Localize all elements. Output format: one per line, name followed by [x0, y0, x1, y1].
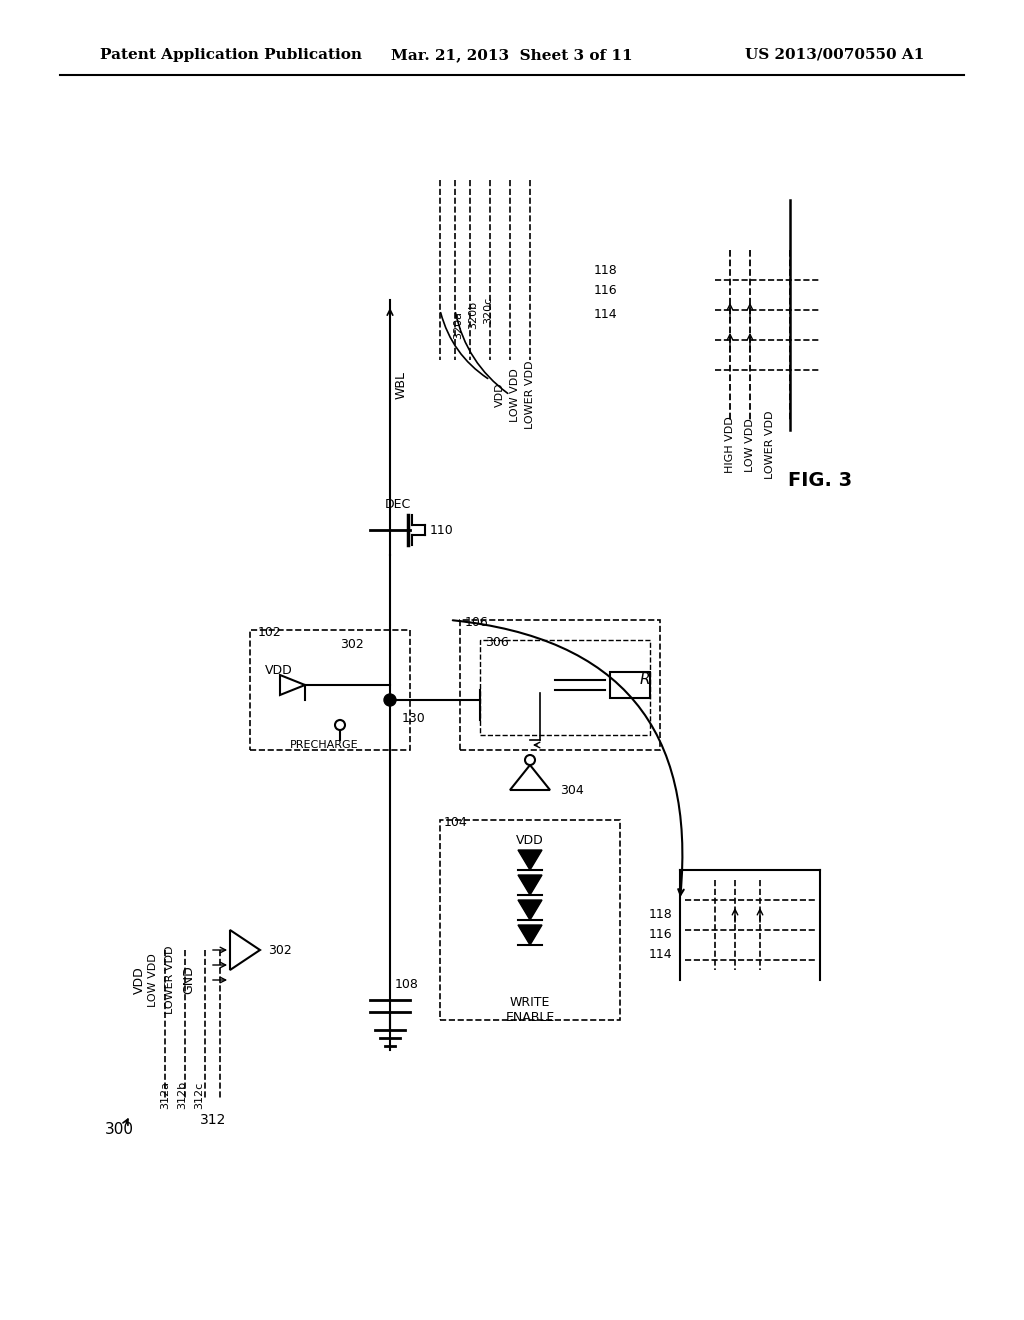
Polygon shape [518, 875, 542, 895]
Text: 102: 102 [258, 627, 282, 639]
Text: LOW VDD: LOW VDD [510, 368, 520, 422]
Text: 118: 118 [593, 264, 617, 276]
Polygon shape [518, 850, 542, 870]
Text: 110: 110 [430, 524, 454, 536]
Bar [610, 672, 650, 698]
Text: VDD: VDD [495, 383, 505, 408]
Polygon shape [518, 925, 542, 945]
Text: 106: 106 [465, 616, 488, 630]
Text: 104: 104 [444, 817, 468, 829]
Text: R: R [640, 672, 650, 688]
Text: WBL: WBL [395, 371, 408, 399]
Text: 300: 300 [105, 1122, 134, 1138]
Text: Patent Application Publication: Patent Application Publication [100, 48, 362, 62]
Text: Mar. 21, 2013  Sheet 3 of 11: Mar. 21, 2013 Sheet 3 of 11 [391, 48, 633, 62]
Text: LOW VDD: LOW VDD [148, 953, 158, 1007]
Text: DEC: DEC [385, 499, 412, 511]
Text: LOW VDD: LOW VDD [745, 418, 755, 471]
Text: HIGH VDD: HIGH VDD [725, 417, 735, 474]
Text: FIG. 3: FIG. 3 [787, 470, 852, 490]
Circle shape [525, 755, 535, 766]
Text: 304: 304 [560, 784, 584, 796]
Text: 114: 114 [648, 949, 672, 961]
Text: 320c: 320c [483, 297, 493, 323]
Text: 312: 312 [200, 1113, 226, 1127]
Polygon shape [280, 675, 305, 696]
Text: VDD: VDD [265, 664, 293, 676]
Text: VDD: VDD [516, 833, 544, 846]
Text: 116: 116 [648, 928, 672, 941]
Text: 320b: 320b [468, 301, 478, 329]
Text: GND: GND [182, 966, 195, 994]
Polygon shape [518, 900, 542, 920]
Text: 108: 108 [395, 978, 419, 991]
Text: LOWER VDD: LOWER VDD [165, 945, 175, 1014]
Text: 118: 118 [648, 908, 672, 921]
Text: 312a: 312a [160, 1081, 170, 1109]
Text: 302: 302 [268, 944, 292, 957]
Text: 320a: 320a [453, 312, 463, 339]
Text: 114: 114 [593, 309, 617, 322]
Text: 116: 116 [593, 284, 617, 297]
Circle shape [335, 719, 345, 730]
Polygon shape [510, 766, 550, 789]
Text: 312b: 312b [177, 1081, 187, 1109]
Circle shape [384, 694, 396, 706]
Text: LOWER VDD: LOWER VDD [765, 411, 775, 479]
Text: US 2013/0070550 A1: US 2013/0070550 A1 [744, 48, 924, 62]
Text: VDD: VDD [133, 966, 146, 994]
Polygon shape [230, 931, 260, 970]
Text: PRECHARGE: PRECHARGE [290, 741, 358, 750]
Text: 302: 302 [340, 639, 364, 652]
Text: 306: 306 [485, 636, 509, 649]
Text: 312c: 312c [194, 1081, 204, 1109]
Text: WRITE
ENABLE: WRITE ENABLE [506, 997, 555, 1024]
Text: 130: 130 [402, 711, 426, 725]
Text: LOWER VDD: LOWER VDD [525, 360, 535, 429]
